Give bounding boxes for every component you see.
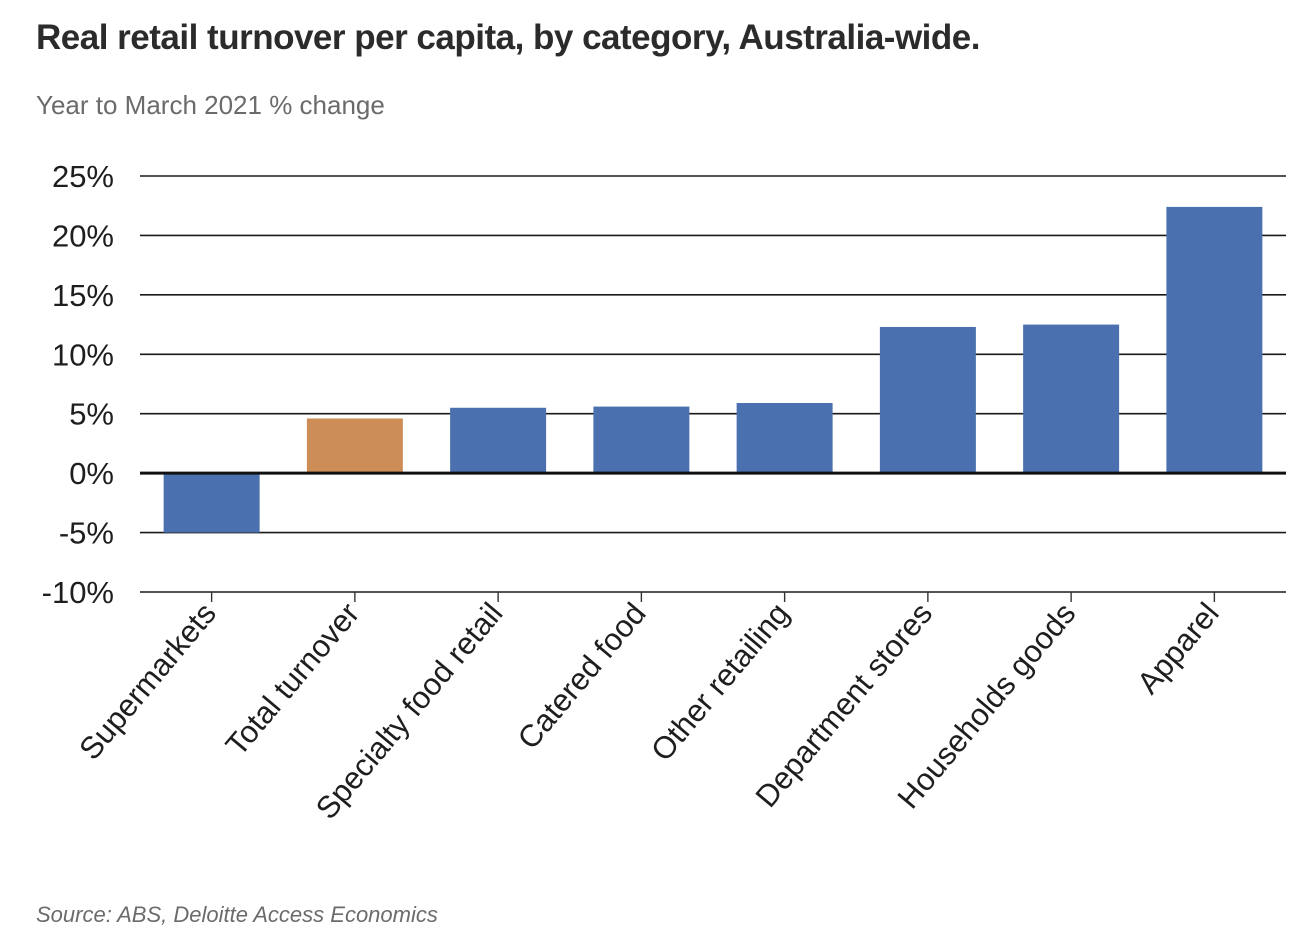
bar [879,326,976,474]
bar [736,403,833,474]
y-tick-label: -10% [42,575,114,610]
bar [306,418,403,474]
y-axis-ticks: 25% 20% 15% 10% 5% 0% -5% -10% [42,159,114,610]
category-label: Total turnover [219,596,367,762]
category-label: Catered food [511,596,653,756]
bar [593,406,690,474]
chart-source: Source: ABS, Deloitte Access Economics [36,902,438,927]
bar [163,473,260,533]
y-tick-label: 5% [69,397,114,432]
y-tick-label: 15% [52,278,114,313]
y-tick-label: 20% [52,218,114,253]
y-tick-label: -5% [59,516,114,551]
bar [1166,206,1263,474]
bars [163,206,1263,533]
bar [450,407,547,474]
category-label: Other retailing [644,596,796,768]
y-tick-label: 10% [52,337,114,372]
y-tick-label: 25% [52,159,114,194]
category-label: Supermarkets [72,596,223,766]
y-tick-label: 0% [69,456,114,491]
chart-title: Real retail turnover per capita, by cate… [36,18,980,57]
chart-subtitle: Year to March 2021 % change [36,90,385,120]
category-label: Apparel [1130,596,1225,700]
bar [1023,324,1120,474]
